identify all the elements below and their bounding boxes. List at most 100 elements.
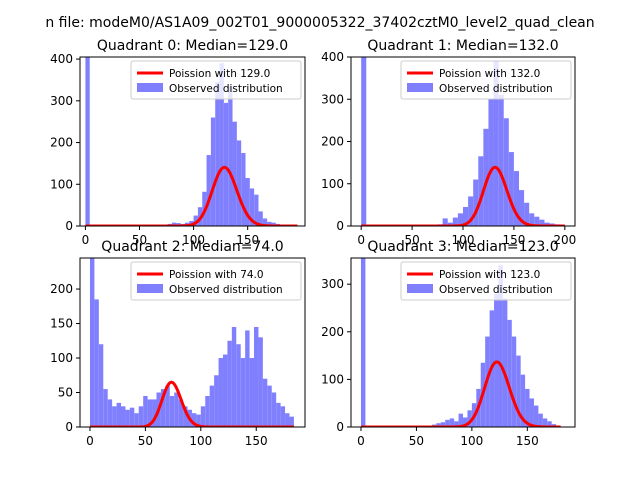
- histogram-bar: [267, 385, 272, 427]
- legend-poisson-label: Poission with 132.0: [439, 68, 540, 80]
- histogram-bar: [285, 413, 290, 427]
- histogram-bar: [507, 319, 512, 427]
- x-tick-label: 100: [182, 233, 205, 247]
- histogram-bar: [116, 402, 122, 427]
- histogram-bar: [440, 422, 446, 427]
- histogram-bar: [542, 418, 548, 427]
- histogram-bar: [196, 414, 201, 427]
- x-tick-label: 0: [82, 233, 90, 247]
- quadrant-1-chart: 0 50 100 150 200 0 100 200 300 400 Quadrant 1: Med…: [321, 38, 576, 247]
- x-tick-label: 0: [86, 434, 94, 448]
- legend-box: [400, 261, 572, 301]
- x-tick-label: 100: [452, 233, 475, 247]
- histogram-bar: [468, 196, 474, 226]
- histogram-bar: [85, 57, 90, 226]
- quadrant-0-chart: 0 50 100 150 0 100 200 300 400 Quadrant 0: Median…: [50, 38, 306, 247]
- histogram-bar: [236, 344, 241, 427]
- y-tick-label: 300: [321, 92, 344, 106]
- x-tick-label: 200: [553, 233, 576, 247]
- histogram-bar: [262, 378, 268, 427]
- histogram-bar: [529, 398, 534, 427]
- histogram-bar: [442, 218, 448, 226]
- axes-frame: [350, 257, 576, 428]
- legend-poisson-label: Poission with 74.0: [169, 269, 264, 281]
- histogram-bar: [183, 406, 188, 427]
- y-tick-label: 0: [65, 420, 73, 434]
- histogram-bar: [473, 179, 479, 226]
- histogram-bar: [457, 213, 463, 226]
- poisson-curve: [89, 380, 295, 427]
- plot-area: [89, 258, 295, 427]
- legend-observed-swatch: [137, 83, 163, 92]
- histogram-bar: [227, 340, 232, 427]
- histogram-bar: [525, 388, 530, 427]
- y-tick-label: 50: [58, 386, 73, 400]
- histogram-bar: [98, 344, 104, 427]
- histogram-bar: [147, 399, 153, 427]
- y-tick-label: 300: [50, 94, 73, 108]
- histogram-bar: [271, 392, 277, 427]
- histogram-bar: [219, 63, 224, 226]
- poisson-curve: [360, 360, 561, 427]
- histogram-bar: [519, 190, 525, 226]
- histogram-bar: [544, 222, 550, 226]
- histogram-bar: [258, 337, 263, 427]
- y-tick-label: 200: [50, 282, 73, 296]
- legend-box: [130, 60, 302, 100]
- x-tick-label: 150: [245, 434, 268, 448]
- histogram-bar: [89, 258, 95, 427]
- histogram-bar: [271, 222, 276, 226]
- histogram-bar: [178, 399, 184, 427]
- x-tick-label: 50: [132, 233, 147, 247]
- histogram-bar: [174, 392, 179, 427]
- histogram-bar: [254, 194, 259, 226]
- histogram-bar: [458, 413, 463, 427]
- x-tick-label: 100: [460, 434, 483, 448]
- histogram-bar: [214, 375, 219, 427]
- figure-suptitle: n file: modeM0/AS1A09_002T01_9000005322_…: [45, 15, 594, 31]
- histogram-bar: [539, 219, 545, 226]
- histogram-bar: [488, 99, 494, 226]
- histogram-bar: [449, 418, 455, 427]
- histogram-bar: [508, 152, 514, 226]
- histogram-bar: [258, 211, 263, 226]
- poisson-curve: [84, 165, 298, 226]
- histogram-bar: [206, 155, 211, 226]
- histogram-bar: [245, 178, 250, 226]
- histogram-bar: [447, 222, 453, 226]
- histogram-bar: [210, 117, 216, 226]
- legend: Poission with 132.0 Observed distribution: [400, 60, 572, 100]
- histogram-bar: [200, 406, 206, 427]
- x-tick-label: 0: [357, 434, 365, 448]
- histogram-bar: [498, 95, 504, 226]
- histogram-bar: [191, 413, 197, 427]
- histogram-bar: [103, 389, 108, 427]
- histogram-bar: [254, 326, 259, 427]
- histogram-bar: [513, 171, 519, 226]
- y-tick-label: 200: [321, 135, 344, 149]
- histogram-bar: [524, 202, 530, 226]
- histogram-bar: [289, 416, 294, 427]
- histogram-bar: [232, 121, 237, 226]
- histogram-bar: [454, 421, 459, 427]
- y-tick-label: 300: [321, 277, 344, 291]
- y-tick-label: 200: [321, 325, 344, 339]
- histogram-bar: [534, 216, 540, 226]
- histogram-bar: [267, 221, 272, 226]
- histogram-bar: [516, 355, 521, 427]
- x-tick-label: 150: [236, 233, 259, 247]
- histogram-bar: [171, 222, 177, 226]
- histogram-bar: [494, 293, 499, 427]
- y-tick-label: 150: [50, 317, 73, 331]
- histogram-bar: [547, 421, 552, 427]
- legend-poisson-label: Poission with 129.0: [169, 68, 270, 80]
- quadrant-3-chart: 0 50 100 150 0 100 200 300 Quadrant 3: Median=12…: [321, 239, 576, 448]
- histogram-bar: [169, 395, 175, 427]
- legend-observed-swatch: [137, 284, 163, 293]
- histogram-bar: [463, 206, 469, 226]
- x-tick-label: 50: [138, 434, 153, 448]
- y-tick-label: 200: [50, 136, 73, 150]
- histogram-bar: [503, 118, 509, 226]
- histogram-bar: [129, 407, 135, 427]
